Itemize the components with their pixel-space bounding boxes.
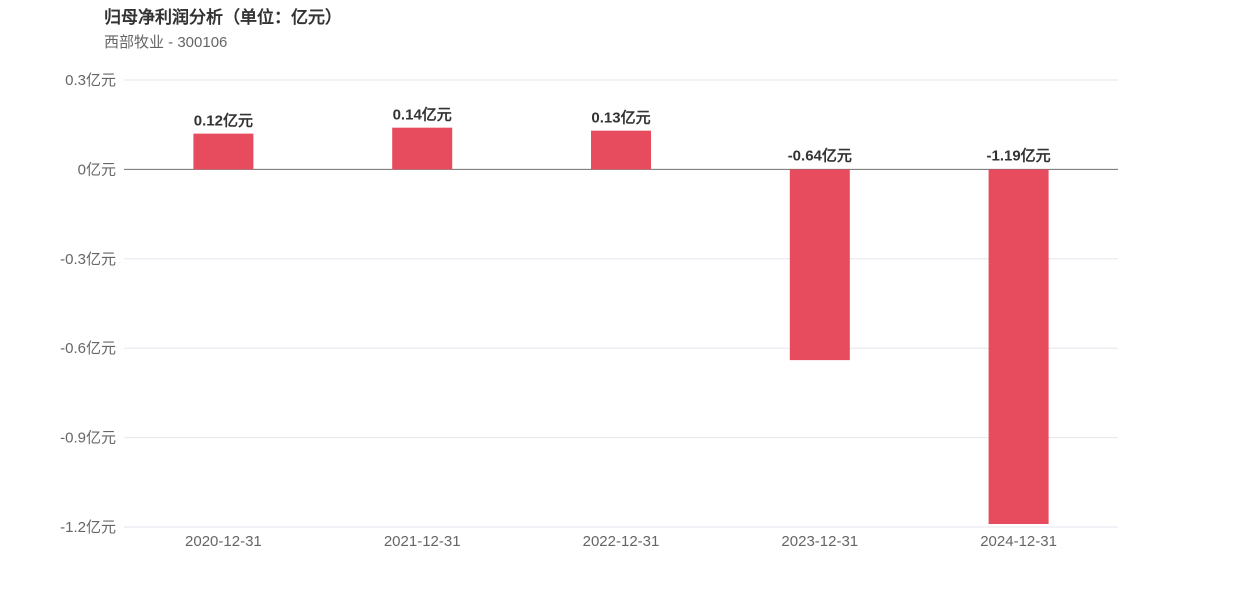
chart-title: 归母净利润分析（单位：亿元） bbox=[104, 8, 342, 27]
x-tick-label: 2024-12-31 bbox=[980, 533, 1057, 550]
x-tick-label: 2021-12-31 bbox=[384, 533, 461, 550]
bar-value-label: 0.12亿元 bbox=[194, 112, 253, 130]
y-tick-label: 0.3亿元 bbox=[65, 72, 116, 89]
bar bbox=[789, 169, 850, 361]
bar bbox=[988, 169, 1049, 525]
y-tick-label: -0.9亿元 bbox=[60, 430, 116, 447]
x-tick-label: 2023-12-31 bbox=[781, 533, 858, 550]
chart-subtitle: 西部牧业 - 300106 bbox=[104, 34, 228, 51]
bar bbox=[591, 130, 651, 170]
y-tick-label: -0.6亿元 bbox=[60, 340, 116, 357]
x-tick-label: 2022-12-31 bbox=[583, 533, 660, 550]
bar-value-label: -0.64亿元 bbox=[788, 146, 852, 164]
y-tick-label: -1.2亿元 bbox=[60, 519, 116, 536]
y-tick-label: -0.3亿元 bbox=[60, 251, 116, 268]
y-tick-label: 0亿元 bbox=[78, 161, 116, 178]
bar bbox=[193, 133, 254, 170]
bar bbox=[392, 127, 453, 170]
bar-value-label: 0.14亿元 bbox=[393, 106, 452, 124]
bar-value-label: 0.13亿元 bbox=[591, 109, 650, 127]
x-tick-label: 2020-12-31 bbox=[185, 533, 262, 550]
bar-value-label: -1.19亿元 bbox=[986, 146, 1050, 164]
